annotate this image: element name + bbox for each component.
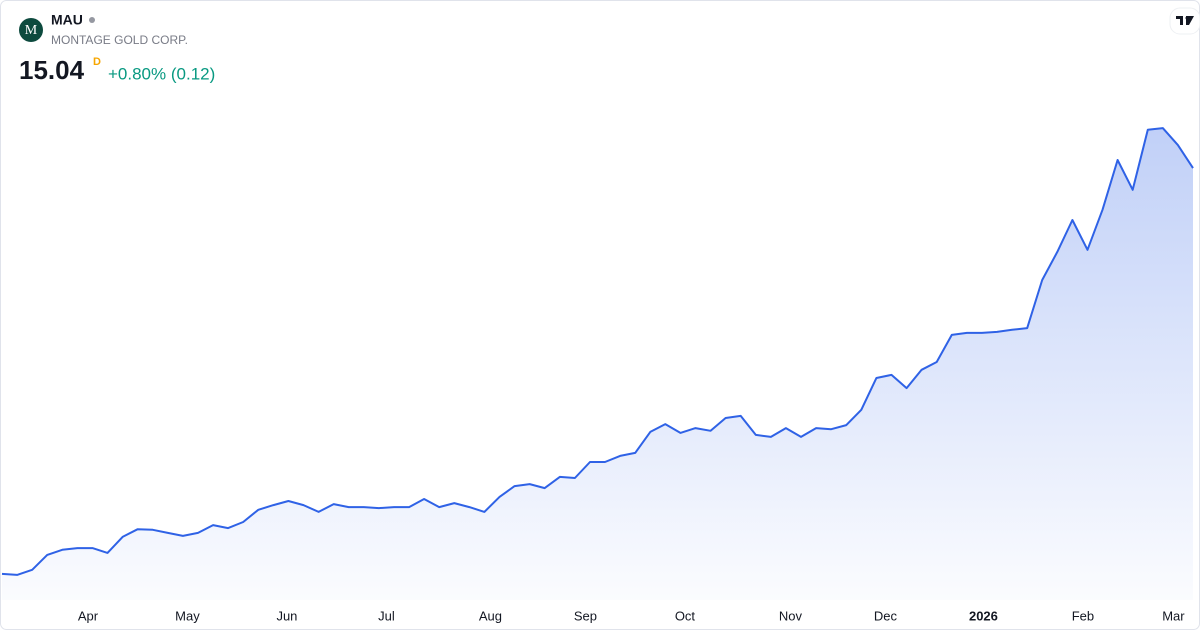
logo-text: M (25, 23, 38, 38)
x-tick-label: Jul (378, 608, 395, 623)
area-fill (2, 128, 1193, 600)
status-dot (89, 17, 95, 23)
price: 15.04 (19, 55, 85, 85)
price-line (1, 127, 1194, 576)
ticker: MAU (51, 12, 83, 28)
company-name: MONTAGE GOLD CORP. (51, 33, 188, 47)
plot-area (1, 127, 1194, 600)
interval: D (93, 56, 101, 68)
change: +0.80% (0.12) (108, 64, 215, 83)
x-tick-label: Oct (675, 608, 696, 623)
x-tick-label: 2026 (969, 608, 998, 623)
tv-logo (1169, 7, 1200, 35)
x-tick-label: Mar (1162, 608, 1185, 623)
x-tick-label: Jun (276, 608, 297, 623)
x-tick-label: Aug (479, 608, 502, 623)
x-tick-label: Nov (779, 608, 803, 623)
logo-badge (19, 18, 43, 42)
x-tick-label: Feb (1072, 608, 1094, 623)
x-tick-label: May (175, 608, 200, 623)
x-tick-label: Sep (574, 608, 597, 623)
x-tick-label: Apr (78, 608, 99, 623)
x-tick-label: Dec (874, 608, 898, 623)
